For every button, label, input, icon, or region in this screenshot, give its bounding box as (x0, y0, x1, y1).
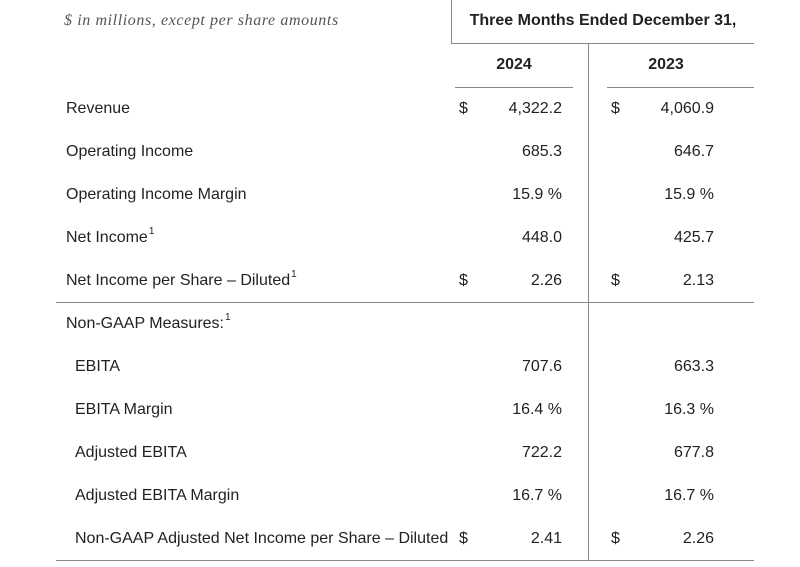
row-label: Operating Income (66, 143, 193, 161)
value-2024: 685.3 (521, 143, 562, 160)
section-divider-rule (56, 302, 754, 303)
row-label: Non-GAAP Measures:1 (66, 312, 231, 333)
value-2023: 16.3 % (664, 401, 714, 418)
table-row: EBITA Margin 16.4 % 16.3 % (0, 388, 800, 431)
units-note: $ in millions, except per share amounts (64, 12, 339, 29)
value-2024: 2.41 (530, 530, 562, 547)
period-left-rule (451, 0, 452, 43)
value-2023: 2.13 (682, 272, 714, 289)
currency-2023: $ (611, 530, 620, 547)
row-label: Adjusted EBITA Margin (75, 487, 239, 505)
value-2023: 15.9 % (664, 186, 714, 203)
currency-2023: $ (611, 100, 620, 117)
value-2023: 425.7 (673, 229, 714, 246)
year-2024-underline (455, 87, 573, 88)
row-label-text: Adjusted EBITA Margin (75, 487, 240, 504)
year-2023-underline (607, 87, 754, 88)
row-label-text: Adjusted EBITA (75, 444, 187, 461)
row-label: EBITA (75, 358, 120, 376)
row-label-text: Revenue (66, 100, 131, 117)
table-bottom-rule (56, 560, 754, 561)
row-label-text: EBITA (75, 358, 121, 375)
value-2024: 4,322.2 (508, 100, 562, 117)
value-2023: 677.8 (673, 444, 714, 461)
currency-2024: $ (459, 100, 468, 117)
row-label-text: EBITA Margin (75, 401, 173, 418)
value-2024: 16.7 % (512, 487, 562, 504)
footnote-marker: 1 (148, 226, 155, 237)
footnote-marker: 1 (225, 312, 231, 323)
row-label: Net Income per Share – Diluted1 (66, 269, 297, 290)
row-label: EBITA Margin (75, 401, 173, 419)
row-label-text: Net Income per Share – Diluted (66, 272, 291, 289)
value-2024: 16.4 % (512, 401, 562, 418)
row-label: Operating Income Margin (66, 186, 247, 204)
row-label-text: Non-GAAP Adjusted Net Income per Share –… (75, 530, 449, 547)
value-2024: 707.6 (521, 358, 562, 375)
period-header: Three Months Ended December 31, (469, 12, 737, 29)
year-2023-header: 2023 (648, 56, 684, 73)
value-2023: 2.26 (682, 530, 714, 547)
value-2024: 2.26 (530, 272, 562, 289)
table-row: Revenue $4,322.2 $4,060.9 (0, 87, 800, 130)
row-label: Adjusted EBITA (75, 444, 187, 462)
value-2023: 16.7 % (664, 487, 714, 504)
value-2024: 448.0 (521, 229, 562, 246)
table-row: Non-GAAP Measures:1 (0, 302, 800, 345)
value-2024: 722.2 (521, 444, 562, 461)
table-row: EBITA 707.6 663.3 (0, 345, 800, 388)
row-label-text: Net Income (66, 229, 148, 246)
value-2023: 646.7 (673, 143, 714, 160)
table-row: Net Income1 448.0 425.7 (0, 216, 800, 259)
value-2023: 4,060.9 (660, 100, 714, 117)
row-label-text: Operating Income Margin (66, 186, 247, 203)
year-2024-header: 2024 (496, 56, 532, 73)
period-underline (451, 43, 754, 44)
value-2024: 15.9 % (512, 186, 562, 203)
value-2023: 663.3 (673, 358, 714, 375)
currency-2024: $ (459, 272, 468, 289)
row-label: Revenue (66, 100, 130, 118)
table-row: Net Income per Share – Diluted1 $2.26 $2.1… (0, 259, 800, 302)
currency-2023: $ (611, 272, 620, 289)
table-row: Adjusted EBITA 722.2 677.8 (0, 431, 800, 474)
footnote-marker: 1 (291, 269, 297, 280)
row-label-text: Operating Income (66, 143, 194, 160)
table-row: Operating Income 685.3 646.7 (0, 130, 800, 173)
currency-2024: $ (459, 530, 468, 547)
row-label: Net Income1 (66, 226, 155, 247)
table-row: Non-GAAP Adjusted Net Income per Share –… (0, 517, 800, 560)
table-row: Operating Income Margin 15.9 % 15.9 % (0, 173, 800, 216)
table-row: Adjusted EBITA Margin 16.7 % 16.7 % (0, 474, 800, 517)
row-label-text: Non-GAAP Measures: (66, 315, 224, 332)
row-label: Non-GAAP Adjusted Net Income per Share –… (75, 530, 448, 548)
